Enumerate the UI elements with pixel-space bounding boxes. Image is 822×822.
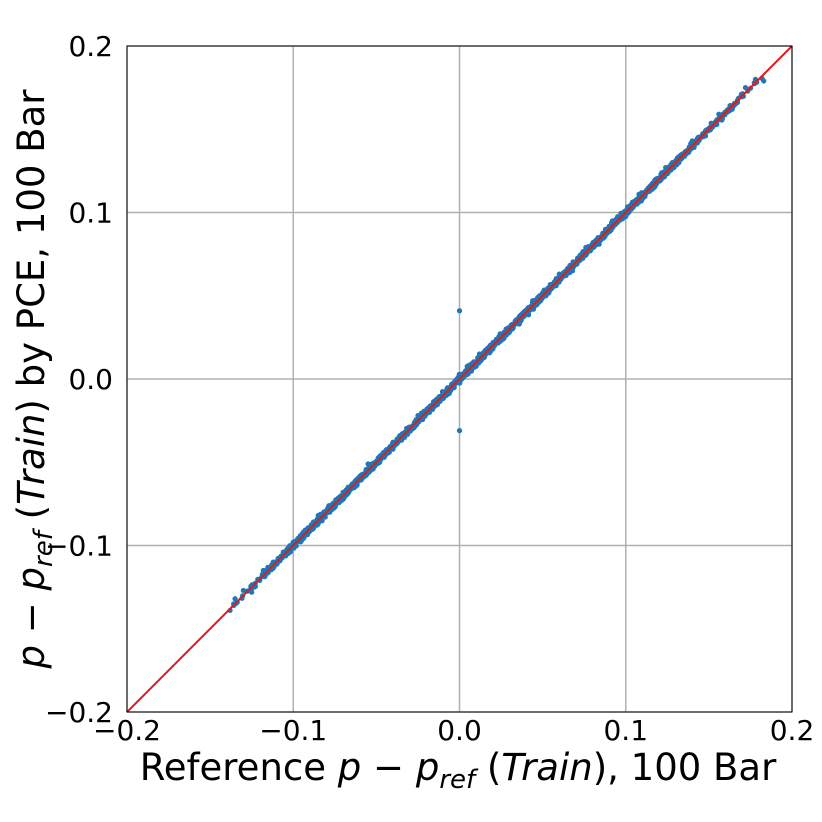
y-tick-label: 0.1 xyxy=(68,197,113,230)
plot-frame xyxy=(126,45,793,713)
data-point xyxy=(365,461,371,467)
y-axis-label: p − pref (Train) by PCE, 100 Bar xyxy=(10,89,59,670)
data-point xyxy=(415,413,421,419)
data-point xyxy=(761,78,767,84)
data-point xyxy=(456,428,463,434)
data-point xyxy=(689,138,695,144)
data-point xyxy=(315,512,321,519)
data-point xyxy=(476,351,483,357)
data-point xyxy=(609,218,616,224)
x-tick-label: −0.2 xyxy=(93,714,161,747)
data-point xyxy=(569,268,576,274)
x-tick-label: 0.2 xyxy=(770,714,815,747)
data-point xyxy=(260,567,266,574)
data-point xyxy=(456,308,463,314)
identity-line xyxy=(126,45,793,713)
data-point xyxy=(583,244,589,251)
y-tick-label: −0.2 xyxy=(45,696,113,729)
x-tick-label: 0.1 xyxy=(603,714,648,747)
data-point xyxy=(556,271,562,277)
y-tick-label: 0.0 xyxy=(68,363,113,396)
x-tick-label: −0.1 xyxy=(259,714,327,747)
x-tick-label: 0.0 xyxy=(437,714,482,747)
data-points xyxy=(227,75,767,614)
y-tick-labels: −0.2 −0.1 0.0 0.1 0.2 xyxy=(45,30,113,729)
data-point xyxy=(240,587,246,594)
y-tick-label: 0.2 xyxy=(68,30,113,63)
data-point xyxy=(716,111,722,117)
data-point xyxy=(663,164,669,171)
data-point xyxy=(249,589,255,595)
x-axis-label: Reference p − pref (Train), 100 Bar xyxy=(140,746,777,795)
y-tick-label: −0.1 xyxy=(45,530,113,563)
data-point xyxy=(636,191,642,197)
data-point xyxy=(530,298,536,304)
data-point xyxy=(232,596,238,602)
data-point xyxy=(516,321,522,327)
x-tick-labels: −0.2 −0.1 0.0 0.1 0.2 xyxy=(93,714,814,747)
data-point xyxy=(742,85,749,91)
data-point xyxy=(596,241,602,247)
